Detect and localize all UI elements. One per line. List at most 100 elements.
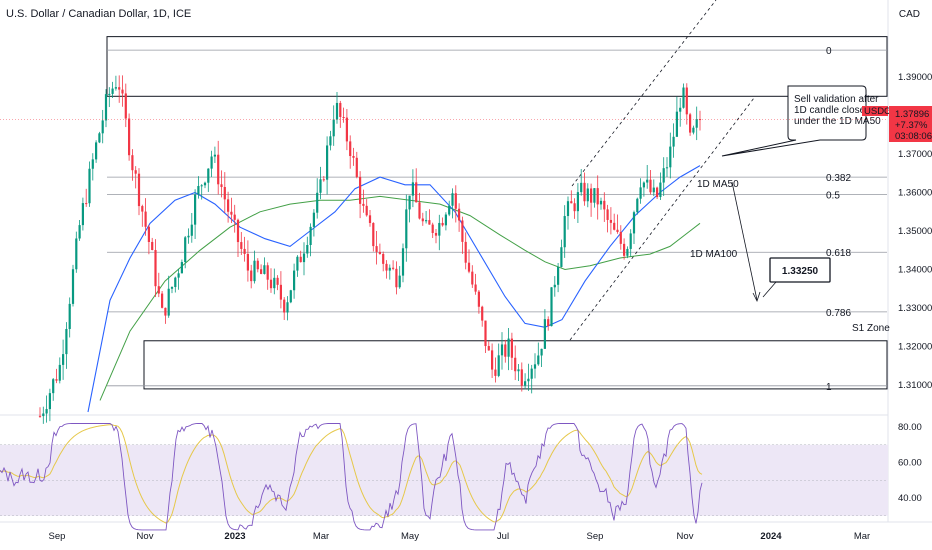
candle-body (121, 89, 124, 94)
candle-body (365, 205, 368, 216)
fib-label: 0.5 (826, 190, 840, 201)
candle-body (675, 111, 678, 137)
candle-body (286, 302, 289, 313)
candle-body (263, 265, 266, 274)
currency-button[interactable]: CAD (898, 9, 920, 20)
candle-body (194, 194, 197, 225)
rsi-pane: 80.00 60.00 40.00 (0, 422, 922, 531)
candle-body (322, 179, 325, 181)
candle-body (652, 187, 655, 193)
candle-body (550, 287, 553, 327)
candle-body (170, 287, 174, 289)
candle-body (78, 225, 81, 239)
price-tick-label: 1.32000 (898, 342, 932, 353)
candle-body (355, 157, 358, 177)
candle-body (401, 248, 405, 276)
candle-body (184, 237, 187, 263)
candle-body (497, 355, 500, 376)
candle-body (596, 188, 599, 205)
candle-body (563, 216, 566, 248)
symbol-tag (862, 106, 888, 116)
candle-body (151, 241, 154, 251)
candle-body (451, 193, 454, 206)
candle-body (543, 319, 546, 349)
candle-body (273, 277, 276, 289)
candle-body (299, 256, 302, 263)
candle-body (530, 368, 533, 379)
candle-body (458, 208, 461, 221)
support-zone-label: S1 Zone (852, 323, 890, 334)
candle-body (547, 319, 550, 327)
candle-body (632, 212, 636, 234)
candle-body (553, 284, 556, 288)
candle-body (114, 87, 117, 89)
candle-body (395, 268, 398, 288)
projection-arrow (731, 181, 758, 301)
price-tick-label: 1.35000 (898, 226, 932, 237)
candle-body (649, 179, 652, 193)
candle-body (197, 185, 200, 195)
candle-body (302, 253, 306, 263)
candle-body (408, 195, 411, 210)
channel-upper (571, 0, 717, 187)
candle-body (190, 224, 193, 236)
candle-body (58, 364, 61, 381)
fib-label: 0.786 (826, 308, 851, 319)
fib-label: 0.618 (826, 248, 851, 259)
resistance-zone (106, 36, 888, 97)
candle-body (484, 320, 487, 347)
candle-body (306, 244, 309, 254)
time-tick-label: Mar (313, 531, 329, 542)
candle-body (203, 182, 207, 186)
candle-body (368, 215, 372, 223)
candle-body (236, 219, 240, 243)
candle-body (283, 299, 286, 313)
candle-body (359, 176, 362, 204)
candle-body (352, 156, 355, 158)
candle-body (154, 250, 157, 287)
candle-body (144, 211, 147, 227)
candle-body (477, 291, 480, 307)
candle-body (104, 94, 108, 121)
candle-body (65, 328, 68, 355)
candle-body (385, 263, 388, 271)
candle-body (590, 188, 593, 203)
candle-body (98, 133, 101, 143)
candle-body (573, 203, 576, 212)
projection-arrowhead (752, 291, 761, 303)
candle-body (603, 200, 606, 210)
candle-body (685, 87, 688, 115)
candle-body (514, 357, 517, 372)
ma100-label: 1D MA100 (690, 249, 738, 260)
candle-body (342, 116, 345, 118)
fib-label: 0 (826, 46, 832, 57)
candle-body (137, 173, 141, 207)
candle-body (454, 193, 457, 209)
candle-body (642, 182, 645, 188)
candle-body (398, 275, 401, 288)
callout-line: under the 1D MA50 (794, 116, 881, 127)
candle-body (71, 269, 75, 304)
candle-body (689, 114, 692, 133)
candle-body (474, 284, 477, 292)
candle-body (461, 220, 464, 242)
candle-body (269, 279, 273, 289)
candle-body (91, 159, 94, 169)
candle-body (362, 203, 365, 206)
candle-body (382, 253, 385, 264)
candle-body (180, 262, 183, 274)
candle-body (500, 344, 504, 356)
candle-body (332, 119, 335, 137)
price-tick-label: 1.31000 (898, 380, 932, 391)
candle-body (504, 344, 507, 357)
candle-body (95, 142, 98, 160)
time-tick-label: Nov (677, 531, 694, 542)
candle-body (557, 266, 560, 285)
candle-body (309, 226, 312, 245)
candle-body (207, 168, 210, 183)
candle-body (256, 260, 259, 270)
candle-body (55, 379, 58, 381)
candle-body (392, 267, 395, 269)
